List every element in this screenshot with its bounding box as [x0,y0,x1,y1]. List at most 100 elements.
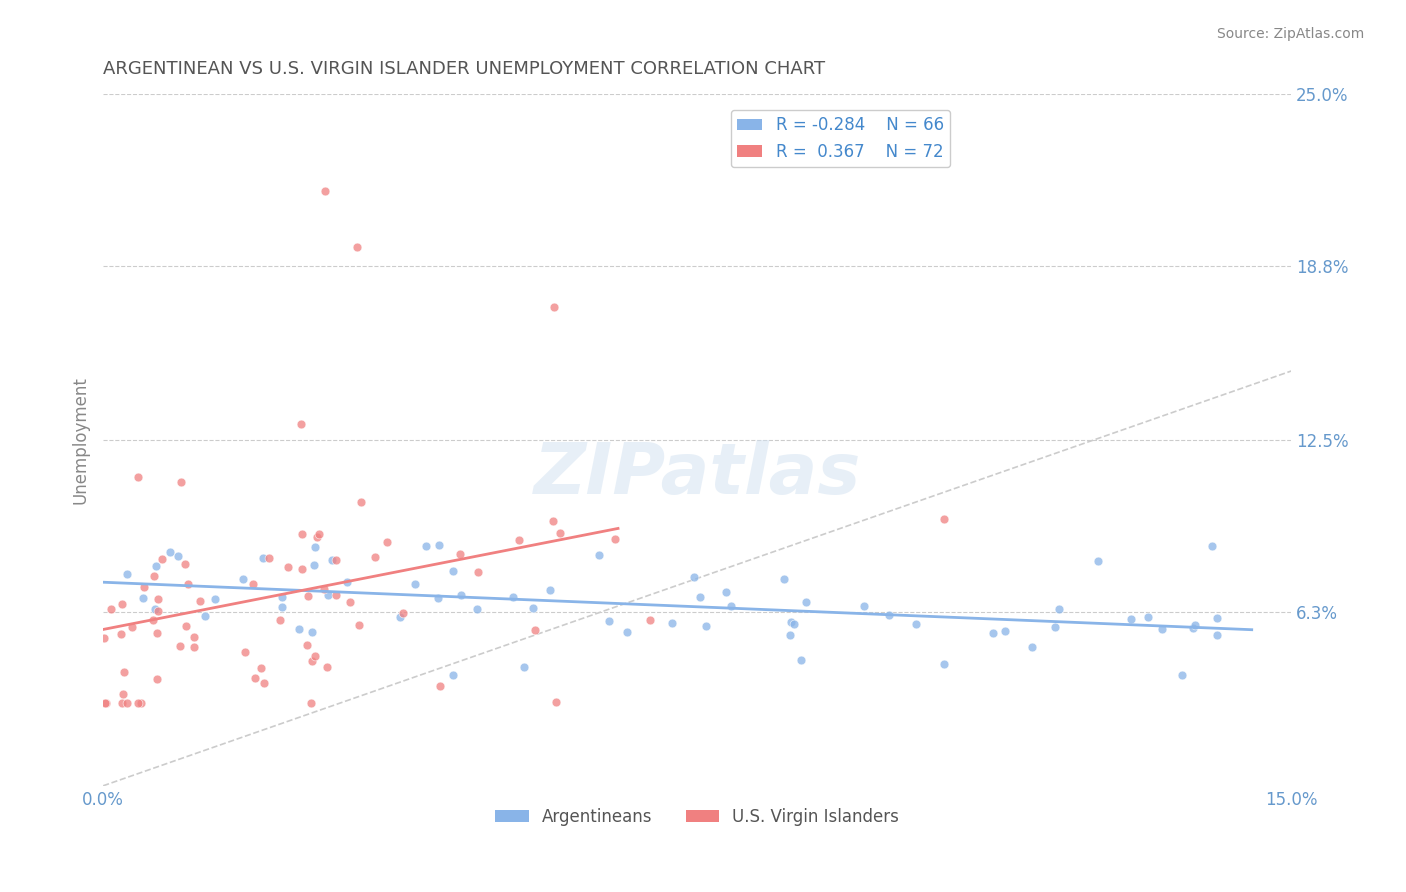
Point [142,613,165,627]
Point [1021,640,1043,655]
Point [546,695,568,709]
Point [429,679,451,693]
Point [277,559,299,574]
Point [291,562,314,576]
Point [543,300,565,314]
Point [183,640,205,654]
Point [364,549,387,564]
Point [269,614,291,628]
Point [290,417,312,431]
Point [111,597,134,611]
Point [794,595,817,609]
Point [325,553,347,567]
Point [321,553,343,567]
Point [112,665,135,679]
Point [932,657,955,672]
Point [312,582,335,597]
Point [233,644,256,658]
Point [682,570,704,584]
Point [174,557,197,571]
Point [1201,539,1223,553]
Point [392,606,415,620]
Text: ARGENTINEAN VS U.S. VIRGIN ISLANDER UNEMPLOYMENT CORRELATION CHART: ARGENTINEAN VS U.S. VIRGIN ISLANDER UNEM… [103,60,825,78]
Point [305,530,328,544]
Point [441,668,464,682]
Point [166,549,188,563]
Point [1150,622,1173,636]
Point [932,511,955,525]
Point [375,534,398,549]
Point [605,532,627,546]
Point [779,615,801,630]
Point [538,582,561,597]
Point [1136,610,1159,624]
Point [174,619,197,633]
Point [295,638,318,652]
Point [720,599,742,613]
Point [441,564,464,578]
Point [543,514,565,528]
Point [853,599,876,613]
Point [242,577,264,591]
Point [772,572,794,586]
Point [204,591,226,606]
Point [782,617,804,632]
Point [304,541,326,555]
Point [243,672,266,686]
Point [177,577,200,591]
Point [467,565,489,579]
Point [426,591,449,606]
Point [308,527,330,541]
Point [716,584,738,599]
Point [115,567,138,582]
Point [450,588,472,602]
Text: ZIPatlas: ZIPatlas [533,440,860,509]
Point [1206,611,1229,625]
Point [131,591,153,606]
Point [349,618,371,632]
Point [548,525,571,540]
Point [994,624,1017,639]
Point [877,608,900,623]
Point [301,654,323,668]
Point [779,627,801,641]
Point [111,687,134,701]
Point [465,601,488,615]
Point [299,696,322,710]
Point [301,625,323,640]
Point [389,610,412,624]
Point [129,696,152,710]
Point [502,591,524,605]
Point [249,661,271,675]
Point [288,622,311,636]
Point [325,588,347,602]
Point [121,620,143,634]
Point [689,590,711,604]
Point [524,623,547,637]
Point [336,574,359,589]
Point [145,558,167,573]
Point [513,659,536,673]
Point [100,601,122,615]
Point [259,551,281,566]
Point [314,184,336,198]
Point [252,551,274,566]
Point [508,533,530,547]
Point [638,613,661,627]
Point [150,551,173,566]
Point [169,639,191,653]
Point [252,675,274,690]
Point [115,696,138,710]
Point [1184,618,1206,632]
Point [415,539,437,553]
Point [127,696,149,710]
Point [146,626,169,640]
Point [194,608,217,623]
Point [96,696,118,710]
Point [316,659,339,673]
Point [522,601,544,615]
Point [132,580,155,594]
Point [304,648,326,663]
Point [1087,554,1109,568]
Point [346,239,368,253]
